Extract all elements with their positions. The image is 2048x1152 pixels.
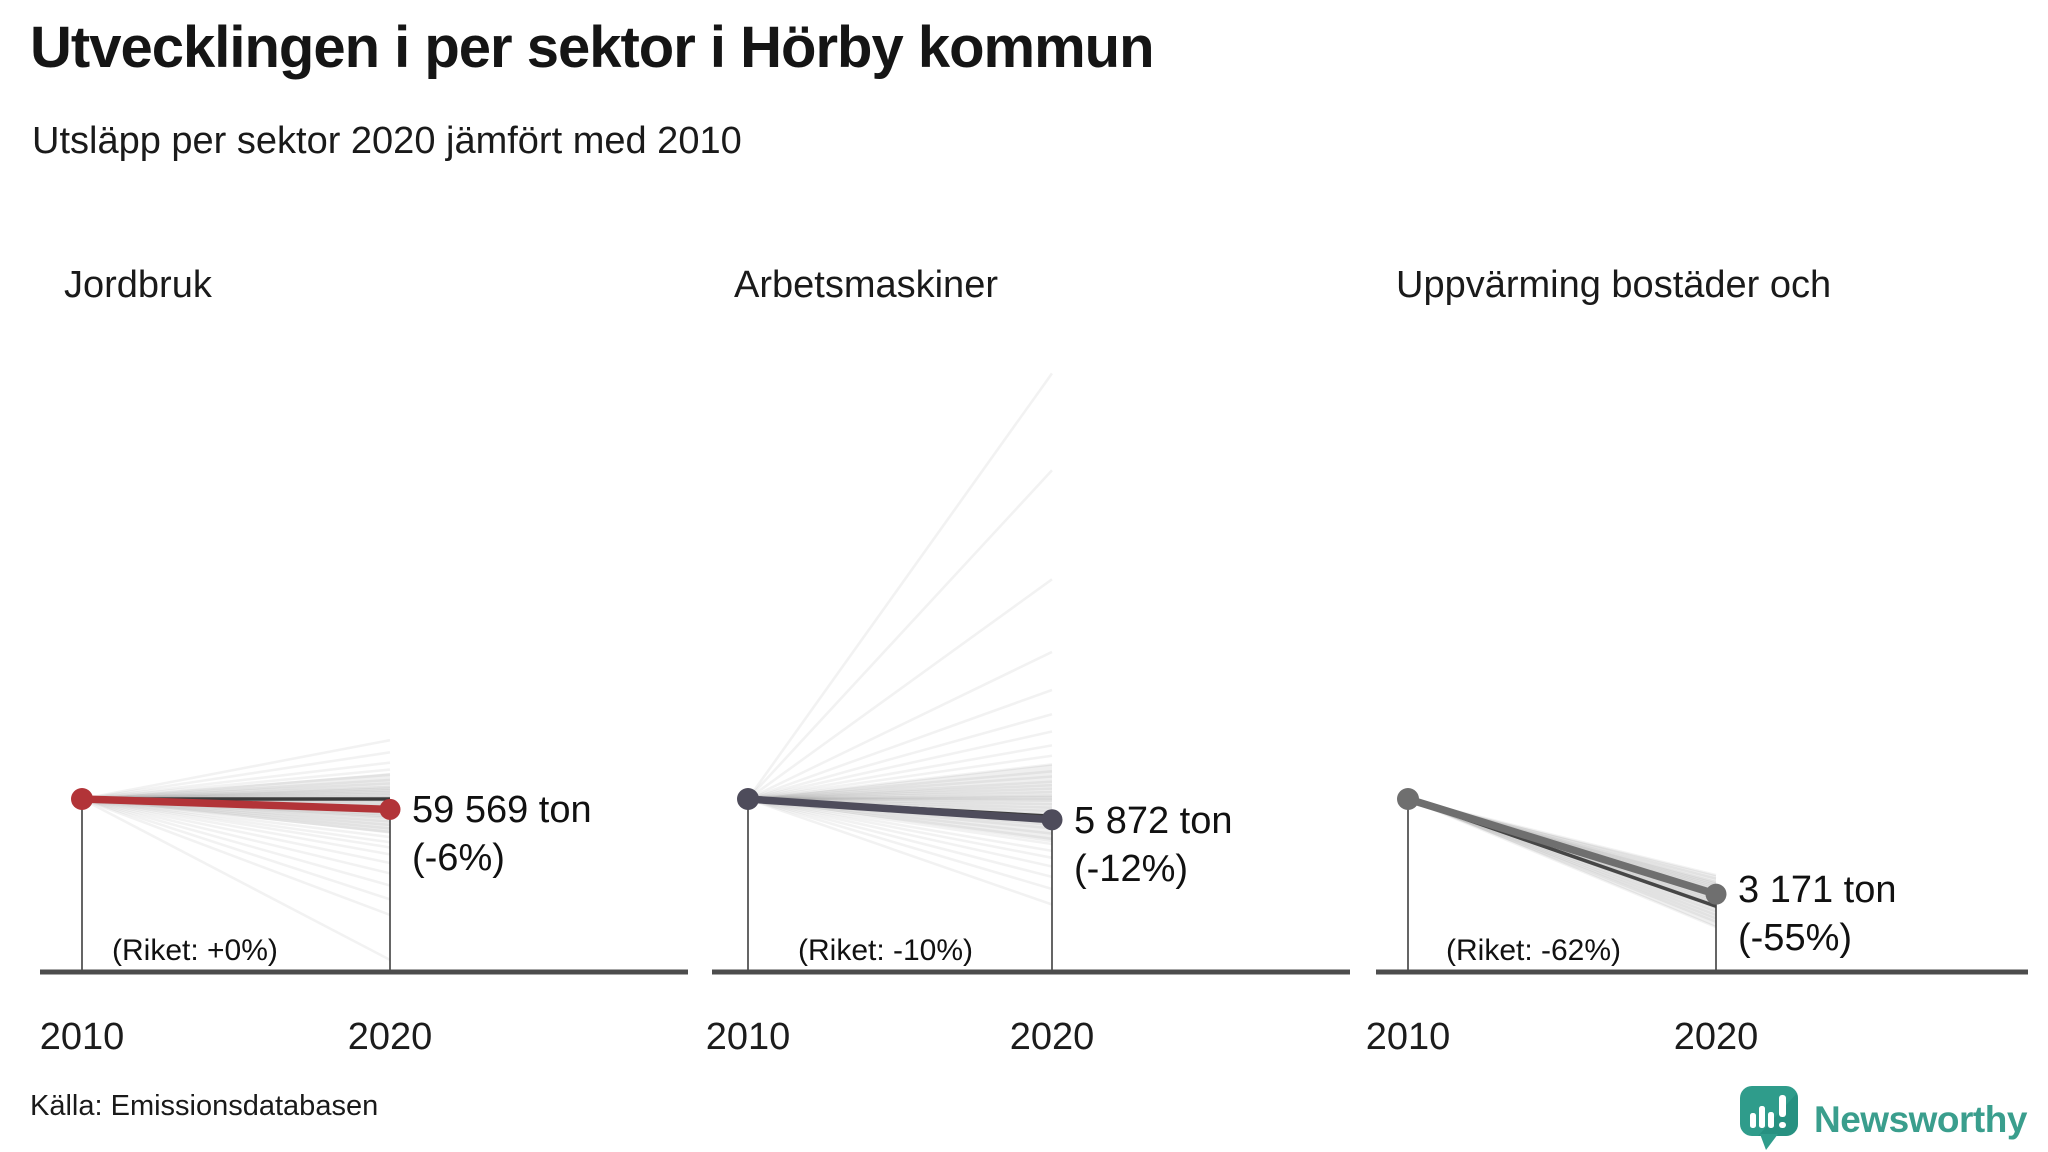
- value-label-jordbruk: 59 569 ton (-6%): [412, 786, 592, 882]
- panel-title-uppvarming: Uppvärming bostäder och: [1396, 264, 1832, 306]
- background-municipality-line: [747, 797, 1053, 860]
- panel-2: [1376, 788, 2028, 975]
- background-municipality-line: [81, 797, 391, 887]
- newsworthy-brand: Newsworthy: [1740, 1086, 2027, 1152]
- panel-0: [40, 738, 688, 975]
- background-municipality-line: [81, 797, 391, 856]
- background-municipality-line: [747, 794, 1053, 801]
- background-municipality-line: [81, 797, 391, 962]
- background-municipality-line: [81, 797, 391, 844]
- point-2020: [1041, 809, 1063, 831]
- background-municipality-line: [81, 751, 391, 801]
- background-municipality-line: [747, 783, 1053, 801]
- background-municipality-line: [81, 782, 391, 801]
- background-municipality-line: [747, 790, 1053, 801]
- axis-tick-2020: 2020: [1009, 1016, 1095, 1058]
- background-municipality-line: [747, 797, 1053, 868]
- newsworthy-logo-text: Newsworthy: [1814, 1099, 2027, 1140]
- page-title: Utvecklingen i per sektor i Hörby kommun: [30, 15, 1155, 80]
- point-2010: [737, 788, 759, 810]
- municipality-line: [744, 795, 1056, 824]
- source-note: Källa: Emissionsdatabasen: [30, 1090, 379, 1122]
- background-municipality-line: [81, 797, 391, 901]
- background-municipality-line: [81, 797, 391, 875]
- background-municipality-line: [747, 797, 1053, 846]
- axis-tick-2010: 2010: [1365, 1016, 1451, 1058]
- background-municipality-line: [747, 770, 1053, 801]
- background-municipality-line: [81, 797, 391, 865]
- background-band: [748, 764, 1052, 843]
- background-municipality-line: [747, 578, 1053, 801]
- background-municipality-line: [81, 797, 391, 839]
- background-municipality-line: [747, 730, 1053, 801]
- background-municipality-line: [81, 797, 391, 849]
- background-municipality-line: [81, 773, 391, 801]
- value-pct: (-12%): [1074, 848, 1189, 890]
- background-municipality-line: [81, 778, 391, 801]
- point-2020: [1705, 883, 1727, 905]
- value-ton: 59 569 ton: [412, 789, 592, 831]
- background-band: [1408, 799, 1716, 928]
- background-municipality-line: [747, 797, 1053, 906]
- background-municipality-line: [747, 754, 1053, 801]
- riket-label-arbetsmaskiner: (Riket: -10%): [798, 934, 974, 967]
- value-ton: 5 872 ton: [1074, 800, 1233, 842]
- municipality-line: [78, 795, 394, 814]
- chart-subtitle: Utsläpp per sektor 2020 jämfört med 2010: [32, 120, 742, 162]
- panel-title-jordbruk: Jordbruk: [64, 264, 212, 306]
- value-pct: (-6%): [412, 837, 505, 879]
- background-municipality-line: [81, 768, 391, 801]
- background-municipality-line: [747, 763, 1053, 801]
- background-municipality-line: [81, 738, 391, 801]
- background-municipality-line: [81, 761, 391, 801]
- riket-label-jordbruk: (Riket: +0%): [112, 934, 278, 967]
- background-municipality-line: [1407, 797, 1717, 924]
- background-municipality-line: [747, 744, 1053, 801]
- newsworthy-logo-icon: [1740, 1086, 1798, 1150]
- background-municipality-line: [747, 797, 1053, 853]
- background-municipality-line: [747, 797, 1053, 879]
- point-2010: [71, 788, 93, 810]
- value-pct: (-55%): [1738, 917, 1853, 959]
- point-2010: [1397, 788, 1419, 810]
- background-municipality-line: [747, 780, 1053, 801]
- value-label-uppvarming: 3 171 ton (-55%): [1738, 866, 1896, 962]
- background-municipality-line: [747, 797, 1053, 891]
- axis-tick-2020: 2020: [1673, 1016, 1759, 1058]
- background-municipality-line: [81, 797, 391, 917]
- panel-title-arbetsmaskiner: Arbetsmaskiner: [734, 264, 998, 306]
- axis-tick-2020: 2020: [347, 1016, 433, 1058]
- background-municipality-line: [747, 787, 1053, 801]
- panel-1: [712, 372, 1350, 975]
- point-2020: [379, 798, 401, 820]
- axis-tick-2010: 2010: [705, 1016, 791, 1058]
- background-municipality-line: [747, 469, 1053, 800]
- axis-tick-2010: 2010: [39, 1016, 125, 1058]
- background-municipality-line: [1407, 797, 1717, 920]
- value-ton: 3 171 ton: [1738, 869, 1897, 911]
- background-municipality-line: [747, 650, 1053, 801]
- background-municipality-line: [747, 688, 1053, 801]
- background-municipality-line: [746, 372, 1054, 800]
- background-municipality-line: [747, 775, 1053, 801]
- municipality-line: [1404, 795, 1720, 898]
- background-municipality-line: [1407, 797, 1717, 929]
- background-municipality-line: [747, 712, 1053, 801]
- value-label-arbetsmaskiner: 5 872 ton (-12%): [1074, 797, 1232, 893]
- riket-label-uppvarming: (Riket: -62%): [1446, 934, 1622, 967]
